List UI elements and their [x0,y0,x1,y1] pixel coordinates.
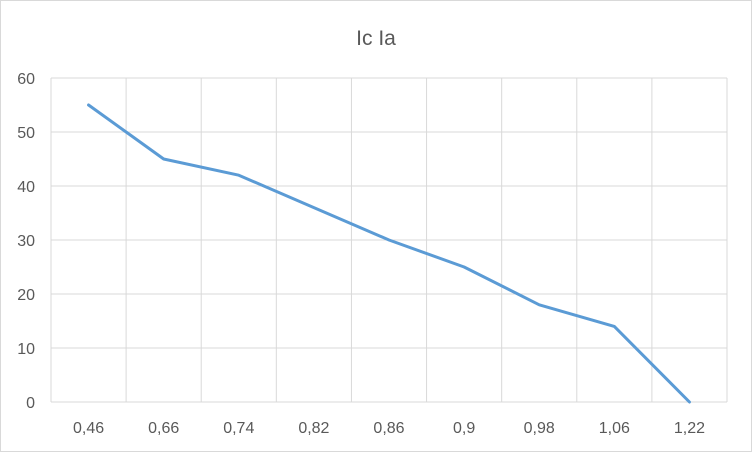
y-tick-label: 40 [17,179,35,196]
horizontal-gridlines [51,77,727,403]
x-tick-label: 0,74 [223,420,254,437]
x-tick-label: 0,98 [524,420,555,437]
y-axis-tick-labels: 0 10 20 30 40 50 60 [17,71,35,412]
x-tick-label: 0,66 [148,420,179,437]
y-tick-label: 10 [17,341,35,358]
x-tick-label: 0,82 [298,420,329,437]
y-tick-label: 50 [17,125,35,142]
chart-title: Ic Ia [356,27,396,50]
x-tick-label: 1,22 [674,420,705,437]
x-tick-label: 0,9 [453,420,475,437]
y-tick-label: 30 [17,233,35,250]
y-tick-label: 20 [17,287,35,304]
y-tick-label: 0 [26,395,35,412]
x-tick-label: 0,46 [73,420,104,437]
y-tick-label: 60 [17,71,35,88]
x-tick-label: 1,06 [599,420,630,437]
series-layer [87,103,691,404]
x-tick-label: 0,86 [373,420,404,437]
series-line [87,103,691,404]
x-axis-tick-labels: 0,46 0,66 0,74 0,82 0,86 0,9 0,98 1,06 1,22 [73,420,705,437]
